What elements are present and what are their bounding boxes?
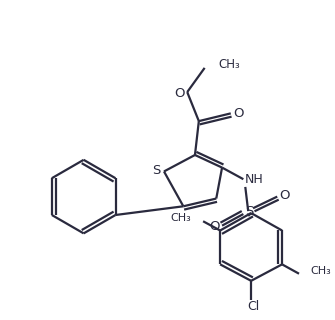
Text: O: O bbox=[174, 86, 185, 100]
Text: S: S bbox=[152, 164, 160, 177]
Text: CH₃: CH₃ bbox=[171, 213, 192, 223]
Text: Cl: Cl bbox=[247, 300, 259, 314]
Text: S: S bbox=[245, 204, 253, 218]
Text: CH₃: CH₃ bbox=[311, 266, 331, 276]
Text: O: O bbox=[280, 189, 290, 202]
Text: NH: NH bbox=[245, 173, 263, 186]
Text: CH₃: CH₃ bbox=[218, 59, 240, 71]
Text: O: O bbox=[209, 220, 219, 233]
Text: O: O bbox=[233, 107, 244, 120]
